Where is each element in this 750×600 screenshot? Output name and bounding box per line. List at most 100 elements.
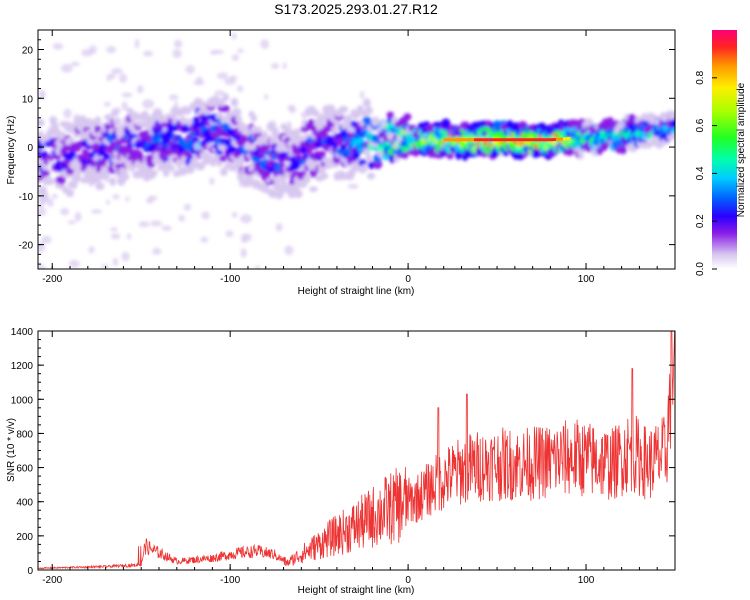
heatmap-core-cell (554, 138, 557, 142)
heatmap-ridge-cell (183, 149, 192, 158)
heatmap-ridge-cell (165, 164, 176, 172)
heatmap-ridge-cell (195, 161, 206, 171)
heatmap-ridge-cell (51, 122, 59, 129)
heatmap-core-cell (488, 138, 491, 142)
heatmap-noise-cell (185, 64, 195, 75)
colorbar-label: Normalized spectral amplitude (736, 82, 747, 217)
heatmap-ridge-cell (402, 151, 409, 159)
heatmap-noise-cell (210, 49, 218, 55)
heatmap-noise-cell (103, 101, 111, 107)
heatmap-ridge-cell (368, 161, 375, 170)
heatmap-core-cell (534, 138, 537, 142)
heatmap-noise-cell (347, 183, 359, 189)
heatmap-ridge-cell (365, 154, 373, 163)
heatmap-core-cell (568, 137, 571, 141)
heatmap-core-cell (504, 138, 507, 142)
heatmap-core-cell (545, 138, 548, 142)
heatmap-core-cell (500, 138, 503, 142)
heatmap-noise-cell (51, 193, 58, 199)
heatmap-ridge-cell (71, 173, 82, 183)
heatmap-core-cell (497, 138, 500, 142)
heatmap-core-cell (513, 138, 516, 142)
heatmap-core-cell (566, 137, 569, 141)
heatmap-ridge-cell (82, 150, 92, 161)
heatmap-noise-cell (150, 220, 163, 227)
heatmap-ridge-cell (102, 169, 111, 179)
heatmap-noise-cell (178, 214, 186, 222)
heatmap-noise-cell (110, 227, 118, 232)
heatmap-noise-cell (111, 68, 123, 75)
heatmap-ridge-cell (367, 172, 376, 180)
heatmap-core-cell (521, 138, 524, 142)
heatmap-ridge-cell (148, 169, 158, 177)
heatmap-ridge-cell (311, 109, 320, 117)
heatmap-core-cell (546, 138, 549, 142)
heatmap-noise-cell (91, 251, 96, 259)
heatmap-ridge-cell (162, 170, 170, 177)
heatmap-noise-cell (47, 198, 54, 208)
heatmap-core-cell (491, 138, 494, 142)
heatmap-noise-cell (121, 251, 130, 262)
heatmap-noise-cell (106, 46, 117, 54)
heatmap-ridge-cell (371, 116, 380, 127)
heatmap-noise-cell (173, 39, 183, 49)
heatmap-ridge-cell (231, 107, 242, 117)
snr-y-tick-label: 400 (16, 498, 33, 509)
snr-y-tick-label: 600 (16, 464, 33, 475)
heatmap-noise-cell (104, 178, 111, 183)
heatmap-noise-cell (231, 54, 239, 61)
heatmap-noise-cell (74, 211, 82, 222)
heatmap-noise-cell (200, 236, 209, 243)
heatmap-core-cell (445, 138, 448, 142)
spectrogram-y-axis: -20 -10 0 10 20 (19, 29, 675, 265)
heatmap-ridge-cell (38, 118, 45, 127)
heatmap-ridge-cell (183, 107, 192, 115)
heatmap-noise-cell (284, 245, 294, 256)
heatmap-core-cell (557, 137, 560, 141)
heatmap-ridge-cell (318, 150, 326, 159)
heatmap-ridge-cell (65, 189, 75, 198)
heatmap-core-cell (457, 138, 460, 142)
snr-series-layer (38, 331, 675, 570)
heatmap-noise-cell (67, 220, 76, 225)
heatmap-core-cell (449, 138, 452, 142)
heatmap-core-cell (481, 138, 484, 142)
heatmap-core-cell (495, 138, 498, 142)
heatmap-noise-cell (125, 196, 130, 202)
heatmap-ridge-cell (38, 185, 48, 196)
heatmap-noise-cell (134, 38, 140, 49)
heatmap-noise-cell (270, 63, 280, 70)
heatmap-noise-cell (287, 104, 296, 111)
heatmap-noise-cell (138, 221, 150, 228)
heatmap-noise-cell (210, 22, 218, 27)
colorbar-tick-label: 0.8 (695, 70, 706, 84)
heatmap-ridge-cell (121, 172, 130, 181)
heatmap-ridge-cell (314, 140, 321, 148)
heatmap-noise-cell (282, 62, 287, 70)
heatmap-ridge-cell (338, 105, 349, 114)
heatmap-noise-cell (110, 55, 121, 61)
heatmap-core-cell (552, 138, 555, 142)
heatmap-core-cell (520, 138, 523, 142)
snr-y-tick-label: 200 (16, 532, 33, 543)
heatmap-core-cell (493, 138, 496, 142)
heatmap-noise-cell (264, 93, 269, 100)
heatmap-noise-cell (41, 235, 52, 244)
heatmap-core-cell (530, 138, 533, 142)
snr-y-axis: 0 200 400 600 800 1000 1200 1400 (11, 327, 675, 577)
heatmap-core-cell (489, 138, 492, 142)
colorbar-tick-label: 0.4 (695, 166, 706, 180)
heatmap-core-cell (443, 138, 446, 142)
heatmap-ridge-cell (261, 169, 272, 177)
heatmap-core-cell (482, 138, 485, 142)
spectrogram-y-tick-label: 20 (22, 46, 34, 57)
heatmap-noise-cell (201, 211, 210, 220)
heatmap-core-cell (550, 138, 553, 142)
heatmap-noise-cell (193, 80, 205, 86)
heatmap-noise-cell (168, 94, 179, 101)
heatmap-noise-cell (126, 233, 132, 240)
heatmap-noise-cell (209, 177, 215, 186)
heatmap-core-cell (525, 138, 528, 142)
heatmap-core-cell (450, 138, 453, 142)
